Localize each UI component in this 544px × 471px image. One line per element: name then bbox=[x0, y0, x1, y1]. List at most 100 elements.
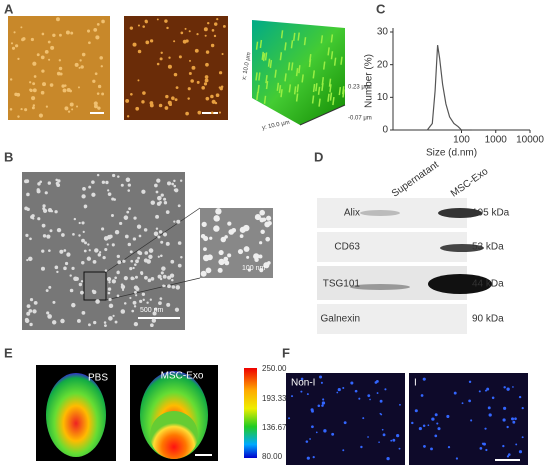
particle bbox=[9, 107, 13, 111]
particle bbox=[62, 88, 67, 93]
scale-label: 100 nm bbox=[242, 265, 266, 272]
particle bbox=[64, 84, 67, 87]
particle bbox=[503, 386, 506, 389]
y-tick-label: 30 bbox=[377, 27, 389, 38]
particle bbox=[69, 288, 74, 293]
particle bbox=[55, 181, 59, 186]
group-label: PBS bbox=[88, 373, 108, 384]
particle bbox=[116, 294, 120, 298]
particle bbox=[25, 179, 30, 184]
particle bbox=[350, 381, 354, 385]
particle bbox=[31, 106, 35, 110]
particle bbox=[379, 412, 382, 415]
particle bbox=[155, 190, 159, 194]
particle bbox=[106, 234, 112, 240]
particle bbox=[104, 324, 107, 328]
y-tick-label: 0 bbox=[382, 125, 388, 136]
particle bbox=[41, 223, 46, 228]
particle bbox=[117, 270, 120, 273]
peak bbox=[329, 92, 333, 101]
particle bbox=[87, 243, 90, 246]
particle bbox=[135, 259, 139, 264]
particle bbox=[52, 33, 56, 37]
particle bbox=[44, 49, 49, 54]
particle bbox=[15, 44, 19, 48]
particle bbox=[78, 234, 81, 237]
peak bbox=[265, 75, 268, 84]
row-label: Galnexin bbox=[321, 314, 360, 325]
particle bbox=[88, 185, 92, 189]
particle bbox=[80, 65, 84, 69]
scale-value: 80.00 bbox=[262, 452, 283, 461]
particle bbox=[237, 249, 244, 255]
particle bbox=[173, 220, 176, 223]
peak bbox=[327, 93, 330, 102]
particle bbox=[46, 234, 51, 239]
particle bbox=[216, 210, 220, 214]
particle bbox=[65, 30, 70, 35]
particle bbox=[479, 447, 483, 450]
particle bbox=[117, 175, 120, 178]
peak bbox=[264, 52, 268, 61]
particle bbox=[228, 229, 235, 235]
peak bbox=[295, 68, 299, 77]
particle bbox=[420, 394, 424, 397]
particle bbox=[101, 227, 105, 231]
particle bbox=[37, 182, 41, 186]
particle bbox=[384, 388, 387, 391]
particle bbox=[54, 210, 58, 214]
particle bbox=[127, 242, 132, 247]
particle bbox=[137, 24, 140, 27]
particle bbox=[31, 214, 35, 218]
particle bbox=[211, 99, 216, 104]
particle bbox=[221, 53, 224, 56]
particle bbox=[311, 409, 314, 413]
particle bbox=[71, 302, 76, 308]
particle bbox=[9, 78, 13, 81]
particle bbox=[174, 188, 179, 193]
particle bbox=[514, 417, 517, 421]
particle bbox=[201, 221, 207, 227]
particle bbox=[518, 450, 523, 454]
particle bbox=[200, 234, 206, 239]
particle bbox=[144, 19, 148, 23]
particle bbox=[31, 96, 36, 101]
particle bbox=[436, 422, 439, 425]
particle bbox=[160, 271, 164, 275]
particle bbox=[92, 79, 96, 83]
peak bbox=[255, 41, 259, 50]
particle bbox=[174, 307, 180, 312]
particle bbox=[137, 256, 140, 260]
particle bbox=[422, 377, 426, 381]
particle bbox=[32, 88, 37, 93]
particle bbox=[322, 398, 325, 401]
peak bbox=[303, 37, 307, 46]
peak bbox=[280, 30, 284, 39]
particle bbox=[159, 297, 163, 300]
particle bbox=[158, 230, 163, 234]
particle bbox=[137, 49, 142, 54]
particle bbox=[56, 270, 59, 274]
particle bbox=[107, 192, 112, 196]
peak bbox=[321, 77, 325, 86]
particle bbox=[502, 418, 506, 422]
particle bbox=[369, 398, 371, 401]
particle bbox=[29, 298, 34, 302]
particle bbox=[203, 247, 207, 252]
particle bbox=[132, 237, 137, 241]
particle bbox=[149, 103, 154, 108]
peak bbox=[308, 58, 312, 68]
particle bbox=[88, 323, 91, 327]
particle bbox=[430, 447, 433, 451]
particle bbox=[468, 380, 472, 384]
size-label: 105 kDa bbox=[472, 208, 510, 219]
particle bbox=[173, 179, 176, 183]
peak bbox=[333, 57, 337, 66]
particle bbox=[58, 66, 63, 71]
particle bbox=[111, 197, 115, 201]
particle bbox=[218, 258, 225, 266]
particle bbox=[367, 436, 369, 438]
z-label: 0.23 μm bbox=[348, 85, 370, 91]
particle bbox=[321, 404, 324, 407]
particle bbox=[127, 183, 131, 187]
